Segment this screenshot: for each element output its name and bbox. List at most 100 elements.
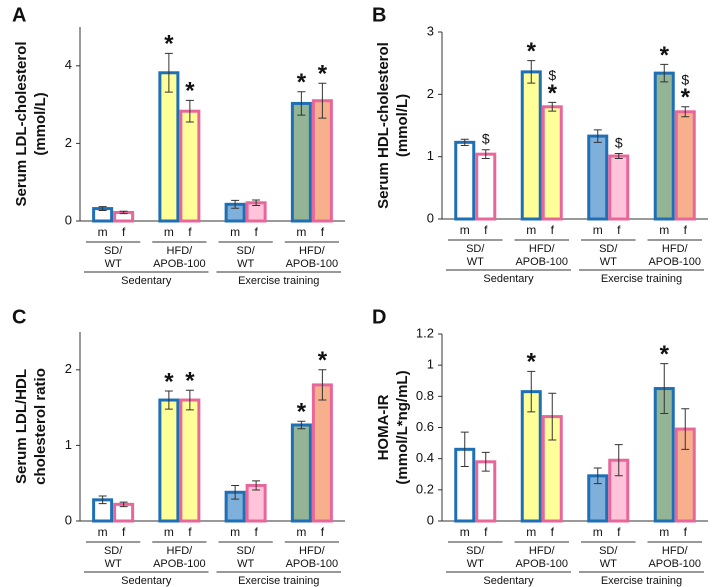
error-bar	[614, 153, 623, 160]
x-tick-label: m	[230, 225, 240, 239]
x-tick-label: f	[484, 525, 488, 539]
subgroup-label: HFD/	[299, 545, 326, 557]
y-tick-label: 0	[427, 512, 434, 527]
error-bar	[527, 370, 536, 413]
x-tick-label: m	[164, 225, 174, 239]
bar	[475, 152, 497, 221]
significance-mark: *	[660, 42, 670, 69]
significance-mark: *	[527, 349, 537, 376]
error-bar	[231, 484, 240, 500]
y-tick-label: 3	[427, 23, 434, 38]
panel-letter: B	[372, 4, 386, 26]
y-tick-label: 1	[65, 437, 72, 452]
significance-mark: *	[297, 399, 307, 426]
subgroup-label: HFD/	[167, 545, 194, 557]
significance-mark: $	[681, 72, 689, 88]
subgroup-label: WT	[237, 558, 254, 570]
y-axis-label: HOMA-IR	[375, 394, 392, 460]
subgroup-label: WT	[237, 258, 254, 270]
x-tick-label: f	[551, 223, 555, 237]
subgroup-label: APOB-100	[515, 558, 568, 570]
bar	[454, 140, 476, 221]
error-bar	[681, 106, 690, 118]
group-label: Sedentary	[121, 575, 172, 587]
subgroup-label: WT	[467, 558, 484, 570]
significance-mark: *	[660, 341, 670, 368]
significance-mark: *	[681, 84, 691, 111]
y-axis-label: (mmol/L)	[32, 92, 49, 155]
error-bar	[164, 52, 173, 93]
panel-letter: A	[12, 4, 26, 26]
y-tick-label: 2	[65, 361, 72, 376]
subgroup-label: SD/	[104, 545, 123, 557]
significance-mark: $	[482, 131, 490, 147]
y-tick-label: 4	[65, 57, 72, 72]
panel-letter: C	[12, 306, 26, 328]
subgroup-label: SD/	[236, 545, 255, 557]
error-bar	[185, 389, 194, 411]
subgroup-label: WT	[105, 258, 122, 270]
error-bar	[98, 495, 107, 505]
bar	[179, 398, 201, 523]
bar	[587, 134, 609, 221]
x-tick-label: f	[188, 225, 192, 239]
group-label: Sedentary	[121, 275, 172, 287]
subgroup-label: APOB-100	[153, 258, 206, 270]
significance-mark: *	[164, 31, 174, 58]
y-tick-label: 2	[65, 135, 72, 150]
significance-mark: *	[185, 368, 195, 395]
x-tick-label: f	[684, 223, 688, 237]
y-axis-label: (mmol/L*ng/mL)	[394, 370, 411, 484]
bar	[608, 154, 630, 221]
subgroup-label: WT	[105, 558, 122, 570]
x-tick-label: m	[296, 525, 306, 539]
bar	[245, 483, 267, 523]
subgroup-label: WT	[600, 558, 617, 570]
bar	[311, 99, 333, 223]
x-tick-label: f	[254, 525, 258, 539]
error-bar	[119, 501, 128, 508]
significance-mark: *	[527, 38, 537, 65]
y-tick-label: 0.6	[416, 419, 434, 434]
subgroup-label: SD/	[466, 243, 485, 255]
subgroup-label: HFD/	[529, 243, 556, 255]
bar	[653, 71, 675, 221]
x-tick-label: f	[684, 525, 688, 539]
x-tick-label: f	[484, 223, 488, 237]
panel-letter: D	[372, 306, 386, 328]
x-tick-label: m	[460, 525, 470, 539]
subgroup-label: HFD/	[299, 245, 326, 257]
significance-mark: *	[318, 61, 328, 88]
bar	[290, 423, 312, 523]
subgroup-label: SD/	[236, 245, 255, 257]
x-tick-label: f	[254, 225, 258, 239]
subgroup-label: HFD/	[662, 545, 689, 557]
subgroup-label: SD/	[599, 243, 618, 255]
group-label: Exercise training	[601, 273, 682, 285]
y-tick-label: 0	[65, 212, 72, 227]
significance-mark: $	[615, 134, 623, 150]
error-bar	[185, 99, 194, 123]
x-tick-label: f	[321, 225, 325, 239]
subgroup-label: HFD/	[167, 245, 194, 257]
x-tick-label: f	[122, 525, 126, 539]
error-bar	[460, 138, 469, 146]
x-tick-label: m	[230, 525, 240, 539]
y-axis-label: Serum LDL-cholesterol	[13, 41, 30, 206]
x-tick-label: m	[98, 525, 108, 539]
subgroup-label: APOB-100	[648, 558, 701, 570]
significance-mark: *	[185, 78, 195, 105]
x-tick-label: f	[617, 223, 621, 237]
group-label: Exercise training	[601, 575, 682, 587]
error-bar	[660, 363, 669, 414]
y-axis-label: cholesterol ratio	[32, 368, 49, 485]
x-tick-label: f	[321, 525, 325, 539]
error-bar	[164, 390, 173, 410]
subgroup-label: SD/	[466, 545, 485, 557]
x-tick-label: m	[460, 223, 470, 237]
y-tick-label: 1	[427, 148, 434, 163]
x-tick-label: m	[98, 225, 108, 239]
error-bar	[98, 206, 107, 212]
bar	[674, 110, 696, 221]
